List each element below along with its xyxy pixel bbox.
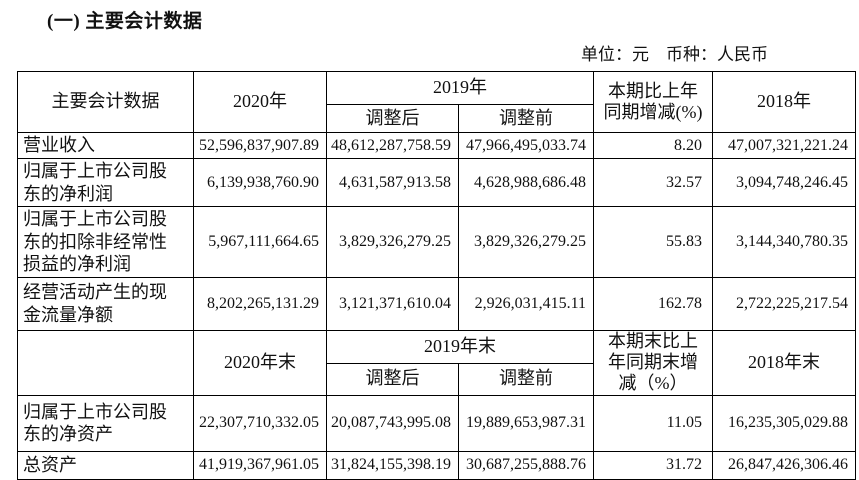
table-row: 经营活动产生的现 金流量净额 8,202,265,131.29 3,121,37… [17, 276, 856, 331]
cell-label: 归属于上市公司股 东的扣除非经常性 损益的净利润 [17, 206, 194, 278]
cell-2020: 5,967,111,664.65 [193, 206, 327, 278]
cell-2019-adjusted: 48,612,287,758.59 [326, 132, 459, 159]
header-2020: 2020年 [193, 71, 327, 133]
cell-label: 经营活动产生的现 金流量净额 [17, 276, 194, 331]
cell-label: 营业收入 [17, 132, 194, 159]
table-row: 总资产 41,919,367,961.05 31,824,155,398.19 … [17, 450, 856, 480]
cell-2019-before: 2,926,031,415.11 [458, 276, 594, 331]
cell-2020: 41,919,367,961.05 [193, 450, 327, 480]
header-2019-end-adjusted: 调整后 [326, 362, 459, 396]
header-change: 本期比上年 同期增减(%) [593, 71, 713, 133]
cell-2019-before: 19,889,653,987.31 [458, 394, 594, 452]
cell-2018: 26,847,426,306.46 [712, 450, 856, 480]
header-2019: 2019年 [326, 71, 594, 105]
header-2019-end: 2019年末 [326, 329, 594, 364]
cell-2018: 2,722,225,217.54 [712, 276, 856, 331]
cell-2019-adjusted: 3,121,371,610.04 [326, 276, 459, 331]
cell-2019-before: 4,628,988,686.48 [458, 158, 594, 207]
cell-2018: 3,094,748,246.45 [712, 158, 856, 207]
table-header-row-2: 2020年末 2019年末 本期末比上 年同期末增 减（%） 2018年末 [17, 329, 856, 396]
table-header-row-1: 主要会计数据 2020年 2019年 本期比上年 同期增减(%) 2018年 [17, 71, 856, 133]
header-2018-end: 2018年末 [712, 329, 856, 396]
header-2018: 2018年 [712, 71, 856, 133]
cell-2018: 16,235,305,029.88 [712, 394, 856, 452]
cell-change: 55.83 [593, 206, 713, 278]
table-row: 归属于上市公司股 东的净资产 22,307,710,332.05 20,087,… [17, 394, 856, 452]
cell-2019-before: 3,829,326,279.25 [458, 206, 594, 278]
cell-2019-adjusted: 31,824,155,398.19 [326, 450, 459, 480]
section-title: (一) 主要会计数据 [47, 11, 203, 32]
cell-change: 32.57 [593, 158, 713, 207]
header-end-change: 本期末比上 年同期末增 减（%） [593, 329, 713, 396]
cell-2018: 47,007,321,221.24 [712, 132, 856, 159]
table-header-row-1b: 调整后 调整前 [18, 104, 856, 133]
header-2020-end: 2020年末 [193, 329, 327, 396]
cell-2020: 52,596,837,907.89 [193, 132, 327, 159]
table-row: 归属于上市公司股 东的净利润 6,139,938,760.90 4,631,58… [17, 158, 856, 207]
cell-label: 总资产 [17, 450, 194, 480]
key-accounting-data-table: 主要会计数据 2020年 2019年 本期比上年 同期增减(%) 2018年 调… [17, 71, 856, 480]
cell-change: 31.72 [593, 450, 713, 480]
cell-2019-adjusted: 20,087,743,995.08 [326, 394, 459, 452]
cell-2019-before: 47,966,495,033.74 [458, 132, 594, 159]
header-main-label: 主要会计数据 [17, 71, 194, 133]
cell-change: 162.78 [593, 276, 713, 331]
header2-empty [17, 329, 194, 396]
table-row: 营业收入 52,596,837,907.89 48,612,287,758.59… [17, 132, 856, 159]
header-2019-adjusted: 调整后 [326, 104, 459, 133]
cell-change: 11.05 [593, 394, 713, 452]
cell-2020: 8,202,265,131.29 [193, 276, 327, 331]
cell-2020: 6,139,938,760.90 [193, 158, 327, 207]
cell-2019-adjusted: 4,631,587,913.58 [326, 158, 459, 207]
cell-label: 归属于上市公司股 东的净资产 [17, 394, 194, 452]
cell-change: 8.20 [593, 132, 713, 159]
table-row: 归属于上市公司股 东的扣除非经常性 损益的净利润 5,967,111,664.6… [17, 206, 856, 278]
document-page: (一) 主要会计数据 单位：元 币种：人民币 主要会计数据 2020年 2019… [0, 6, 859, 480]
cell-2020: 22,307,710,332.05 [193, 394, 327, 452]
cell-2018: 3,144,340,780.35 [712, 206, 856, 278]
cell-2019-before: 30,687,255,888.76 [458, 450, 594, 480]
unit-currency-note: 单位：元 币种：人民币 [581, 45, 768, 64]
cell-label: 归属于上市公司股 东的净利润 [17, 158, 194, 207]
table-header-row-2b: 调整后 调整前 [18, 362, 856, 396]
header-2019-end-before: 调整前 [458, 362, 594, 396]
header-2019-before: 调整前 [458, 104, 594, 133]
cell-2019-adjusted: 3,829,326,279.25 [326, 206, 459, 278]
